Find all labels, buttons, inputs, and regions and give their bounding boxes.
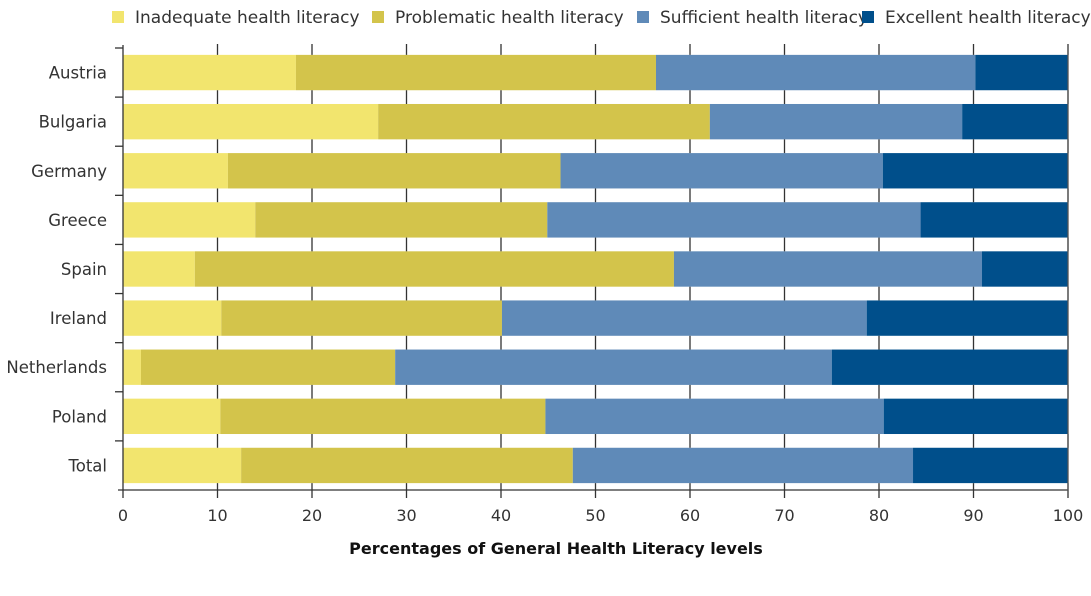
bar-segment-greece-3 [920, 202, 1068, 238]
legend-swatch-0 [112, 11, 124, 23]
bar-segment-germany-1 [227, 153, 561, 189]
bar-segment-ireland-1 [221, 300, 502, 336]
legend-swatch-2 [637, 11, 649, 23]
x-tick-label: 40 [491, 506, 511, 525]
legend-swatch-3 [862, 11, 874, 23]
bar-segment-spain-2 [673, 251, 983, 287]
legend-label-1: Problematic health literacy [395, 8, 624, 28]
category-label-total: Total [67, 456, 107, 475]
bar-segment-poland-0 [123, 398, 221, 435]
bar-segment-austria-0 [123, 54, 296, 91]
bar-segment-poland-3 [883, 398, 1068, 435]
bar-segment-bulgaria-1 [378, 103, 710, 140]
x-tick-label: 30 [396, 506, 416, 525]
x-tick-label: 10 [207, 506, 227, 525]
category-label-bulgaria: Bulgaria [39, 113, 107, 132]
bar-segment-total-3 [913, 447, 1068, 484]
bar-segment-bulgaria-0 [123, 103, 379, 140]
bar-segment-bulgaria-2 [709, 103, 963, 140]
x-tick-label: 50 [585, 506, 605, 525]
bar-segment-netherlands-3 [831, 349, 1068, 385]
bar-segment-austria-2 [655, 54, 976, 91]
category-label-netherlands: Netherlands [6, 358, 107, 377]
bar-segment-poland-2 [545, 398, 884, 435]
legend: Inadequate health literacy Problematic he… [112, 8, 1091, 28]
bar-segment-greece-0 [123, 202, 256, 238]
x-tick-label: 80 [869, 506, 889, 525]
bar-segment-spain-0 [123, 251, 195, 287]
category-label-ireland: Ireland [50, 309, 107, 328]
bar-segment-total-1 [241, 447, 573, 484]
bar-segment-bulgaria-3 [962, 103, 1068, 140]
bar-segment-greece-1 [255, 202, 548, 238]
bar-segment-total-0 [123, 447, 242, 484]
category-label-poland: Poland [52, 407, 107, 426]
x-tick-label: 60 [680, 506, 700, 525]
category-label-germany: Germany [31, 162, 107, 181]
bar-segment-austria-3 [975, 54, 1068, 91]
bar-segment-netherlands-2 [395, 349, 832, 385]
category-label-greece: Greece [48, 211, 107, 230]
category-label-spain: Spain [61, 260, 107, 279]
bar-segment-poland-1 [220, 398, 546, 435]
category-label-austria: Austria [49, 64, 107, 83]
x-tick-label: 70 [774, 506, 794, 525]
bar-segment-ireland-3 [866, 300, 1068, 336]
legend-label-3: Excellent health literacy [885, 8, 1091, 28]
bar-segment-spain-3 [982, 251, 1068, 287]
bar-segment-germany-2 [560, 153, 883, 189]
bar-segment-total-2 [572, 447, 914, 484]
legend-label-0: Inadequate health literacy [135, 8, 360, 28]
legend-label-2: Sufficient health literacy [660, 8, 868, 28]
legend-swatch-1 [372, 11, 384, 23]
bar-segment-ireland-2 [501, 300, 867, 336]
bar-segment-germany-0 [123, 153, 228, 189]
bar-segment-netherlands-0 [123, 349, 141, 385]
x-tick-label: 20 [302, 506, 322, 525]
bar-segment-ireland-0 [123, 300, 222, 336]
x-axis-title: Percentages of General Health Literacy l… [349, 539, 763, 558]
bar-segment-netherlands-1 [140, 349, 396, 385]
bar-segment-germany-3 [882, 153, 1068, 189]
x-tick-label: 0 [118, 506, 128, 525]
bars [123, 54, 1068, 484]
bar-segment-spain-1 [194, 251, 674, 287]
bar-segment-austria-1 [295, 54, 656, 91]
x-tick-label: 100 [1053, 506, 1084, 525]
axes: 0 10 20 30 40 50 60 70 80 90 100 Austria Bulgaria Ger… [6, 44, 1083, 525]
bar-segment-greece-2 [547, 202, 921, 238]
x-tick-label: 90 [963, 506, 983, 525]
